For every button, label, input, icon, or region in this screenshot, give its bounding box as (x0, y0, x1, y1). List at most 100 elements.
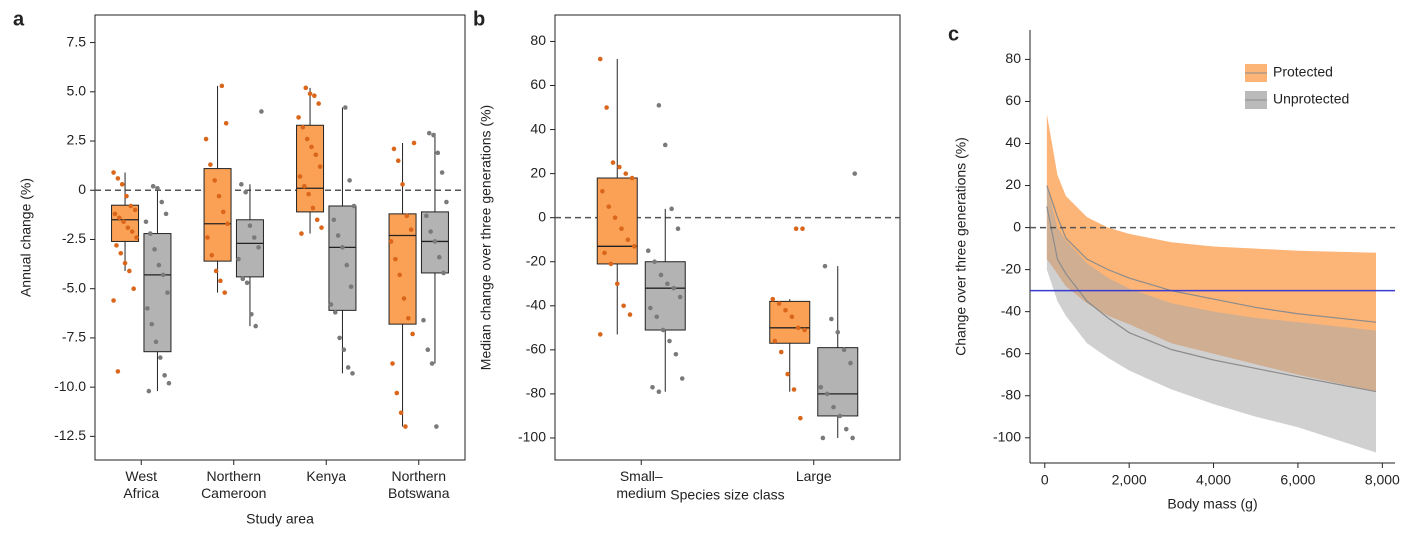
data-point (800, 226, 805, 231)
data-point (208, 162, 213, 167)
data-point (656, 103, 662, 108)
x-tick-label-box: Large (795, 468, 832, 484)
data-point (631, 244, 637, 249)
data-point (118, 250, 124, 256)
data-point (313, 152, 319, 158)
data-point (251, 235, 257, 240)
data-point (835, 329, 841, 335)
data-point (434, 424, 439, 429)
y-tick-label: -7.5 (62, 329, 86, 345)
data-point (610, 160, 616, 165)
data-point (345, 365, 351, 370)
panel-label: b (473, 8, 485, 30)
data-point (648, 305, 653, 311)
data-point (621, 303, 626, 309)
data-point (679, 376, 685, 381)
data-point (627, 312, 633, 317)
data-point (303, 85, 309, 91)
trend-line (1046, 206, 1377, 393)
data-point (259, 109, 264, 114)
data-point (656, 389, 662, 395)
trend-line (1046, 185, 1377, 323)
data-point (431, 132, 436, 138)
data-point (115, 369, 121, 374)
data-point (331, 217, 337, 223)
data-point (654, 314, 660, 320)
y-tick-label: 0 (538, 208, 546, 224)
data-point (606, 204, 612, 209)
data-point (400, 182, 405, 187)
data-point (662, 142, 668, 148)
y-tick-label: -80 (1001, 386, 1021, 402)
data-point (401, 296, 407, 301)
data-point (343, 105, 348, 110)
data-point (348, 284, 354, 290)
data-point (319, 225, 324, 230)
data-point (397, 272, 402, 278)
data-point (203, 136, 209, 142)
data-point (213, 268, 219, 274)
y-tick-label: 80 (530, 32, 546, 48)
data-point (665, 281, 670, 287)
y-tick-label: -60 (1001, 344, 1021, 360)
data-point (789, 314, 795, 320)
data-point (439, 170, 445, 175)
plot-frame (94, 14, 466, 461)
x-tick-label: Large (795, 468, 832, 484)
y-tick-label: 7.5 (67, 33, 87, 49)
data-point (131, 286, 136, 291)
box (328, 205, 357, 311)
legend-label: Protected (1273, 64, 1333, 80)
y-tick-label: -80 (526, 385, 546, 401)
data-point (604, 105, 609, 110)
data-point (841, 347, 847, 353)
data-point (671, 285, 677, 291)
x-tick-label: Kenya (306, 468, 347, 484)
data-point (822, 263, 828, 269)
data-point (675, 226, 681, 231)
y-tick-label: 0 (78, 181, 86, 197)
data-point (426, 130, 432, 136)
data-point (831, 404, 836, 410)
data-point (770, 296, 776, 302)
data-point (299, 231, 304, 236)
data-point (625, 237, 631, 243)
data-point (125, 225, 131, 230)
x-axis-title: Body mass (g) (1167, 496, 1257, 512)
data-point (848, 360, 853, 366)
panel-label: a (13, 8, 25, 30)
data-point (652, 259, 657, 265)
data-point (772, 338, 778, 344)
data-point (121, 219, 126, 225)
data-point (602, 250, 607, 256)
data-point (243, 189, 248, 195)
y-tick-label: 60 (1005, 92, 1021, 108)
data-point (256, 245, 261, 250)
data-point (297, 174, 303, 179)
data-point (328, 302, 334, 307)
data-point (617, 164, 622, 170)
data-point (316, 101, 321, 106)
x-tick-label-box: West Africa (123, 468, 159, 501)
data-point (408, 227, 414, 232)
data-point (673, 351, 679, 357)
x-tick-label-box: Small–medium (616, 468, 666, 501)
data-point (410, 331, 415, 337)
data-point (852, 171, 858, 176)
data-point (156, 262, 162, 268)
y-tick-label: -100 (518, 429, 546, 445)
y-tick-label: 20 (530, 164, 546, 180)
data-point (429, 361, 435, 366)
y-tick-label: 60 (530, 76, 546, 92)
data-point (428, 229, 433, 234)
y-tick-label: -100 (993, 428, 1021, 444)
data-point (824, 391, 830, 397)
data-point (159, 199, 165, 205)
data-point (225, 221, 230, 227)
y-tick-label: -2.5 (62, 230, 86, 246)
data-point (111, 170, 116, 175)
data-point (629, 175, 635, 181)
data-point (335, 233, 341, 238)
data-point (160, 272, 166, 278)
